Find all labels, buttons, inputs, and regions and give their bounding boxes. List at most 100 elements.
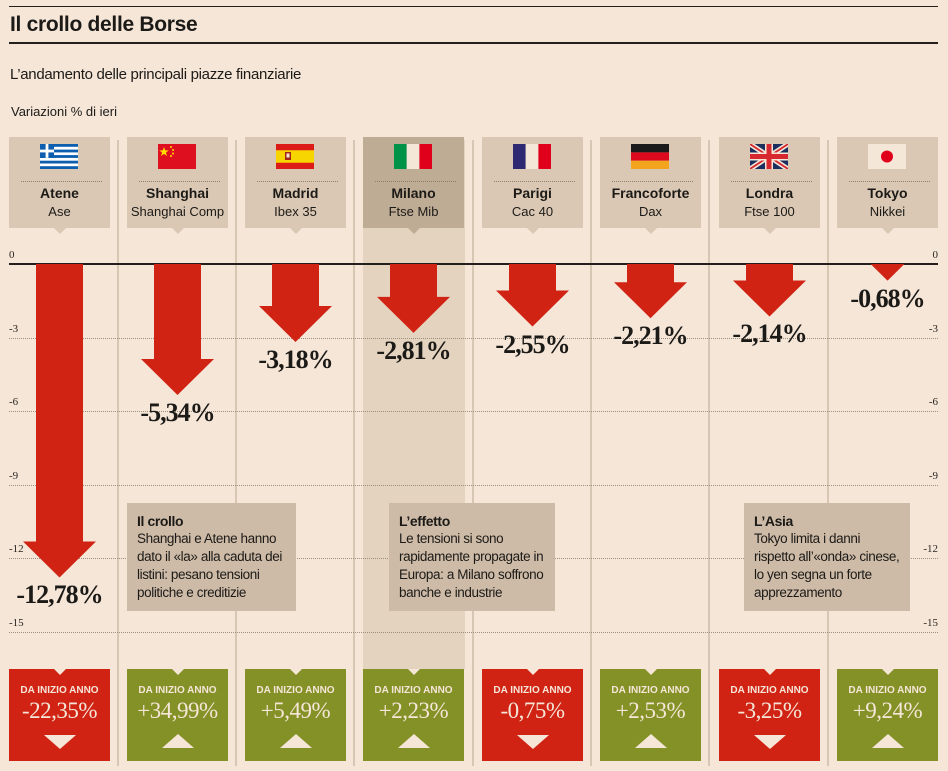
triangle-down-icon: [516, 735, 549, 749]
index-name: Nikkei: [869, 204, 906, 219]
column-separator: [235, 140, 237, 766]
ytd-label: DA INIZIO ANNO: [848, 685, 927, 696]
card-divider: [139, 181, 220, 182]
card-divider: [612, 181, 693, 182]
triangle-up-icon: [397, 734, 430, 748]
index-name: Ase: [48, 204, 71, 219]
card-divider: [257, 181, 338, 182]
card-divider: [375, 181, 456, 182]
city-name: Milano: [391, 185, 436, 201]
ytd-label: DA INIZIO ANNO: [493, 685, 572, 696]
y-tick-label: -15: [923, 616, 938, 629]
box-notch: [526, 669, 539, 675]
ytd-box-parigi: DA INIZIO ANNO -0,75%: [482, 669, 583, 761]
column-separator: [472, 140, 474, 766]
arrow-milano: [377, 264, 450, 333]
column-separator: [117, 140, 119, 766]
chart-title: Il crollo delle Borse: [10, 13, 198, 36]
card-divider: [494, 181, 575, 182]
index-name: Cac 40: [511, 204, 554, 219]
index-name: Shanghai Comp: [130, 204, 225, 219]
spain-flag-icon: [276, 144, 314, 169]
italy-flag-icon: [394, 144, 432, 169]
ytd-label: DA INIZIO ANNO: [374, 685, 453, 696]
triangle-up-icon: [279, 734, 312, 748]
y-tick-label: -15: [9, 616, 24, 629]
y-axis-caption: Variazioni % di ieri: [11, 104, 117, 119]
gridline: [9, 337, 938, 339]
title-rule: [9, 42, 938, 44]
ytd-box-francoforte: DA INIZIO ANNO +2,53%: [600, 669, 701, 761]
arrow-madrid: [259, 264, 332, 343]
city-name: Francoforte: [611, 185, 690, 201]
ytd-value: +34,99%: [137, 698, 218, 723]
column-separator: [590, 140, 592, 766]
box-notch: [644, 669, 657, 675]
market-card-madrid: Madrid Ibex 35: [245, 137, 346, 234]
value-label: -0,68%: [850, 283, 925, 313]
box-notch: [407, 669, 420, 675]
ytd-label: DA INIZIO ANNO: [730, 685, 809, 696]
germany-flag-icon: [631, 144, 669, 169]
triangle-up-icon: [871, 734, 904, 748]
value-label: -2,55%: [495, 329, 570, 359]
ytd-box-shanghai: DA INIZIO ANNO +34,99%: [127, 669, 228, 761]
top-rule: [9, 6, 938, 7]
ytd-box-madrid: DA INIZIO ANNO +5,49%: [245, 669, 346, 761]
y-tick-label: -6: [9, 396, 19, 409]
ytd-value: -0,75%: [500, 698, 565, 723]
box-notch: [289, 669, 302, 675]
note-lasia: L’Asia Tokyo limita i danni rispetto all…: [744, 503, 910, 611]
column-separator: [827, 140, 829, 766]
column-separator: [708, 140, 710, 766]
value-label: -3,18%: [258, 345, 333, 374]
index-name: Dax: [638, 204, 663, 219]
y-tick-label: 0: [9, 249, 15, 261]
index-name: Ftse 100: [744, 204, 795, 219]
ytd-box-londra: DA INIZIO ANNO -3,25%: [719, 669, 820, 761]
gridline: [9, 631, 938, 633]
ytd-box-tokyo: DA INIZIO ANNO +9,24%: [837, 669, 938, 761]
y-tick-label: -12: [923, 543, 938, 556]
city-name: Atene: [40, 185, 79, 201]
card-divider: [731, 181, 812, 182]
market-card-milano: Milano Ftse Mib: [363, 137, 464, 234]
y-tick-label: -3: [928, 322, 938, 335]
box-notch: [881, 669, 894, 675]
chart-subtitle: L’andamento delle principali piazze fina…: [10, 66, 302, 83]
triangle-up-icon: [634, 734, 667, 748]
card-divider: [849, 181, 930, 182]
ytd-value: +2,23%: [378, 698, 449, 723]
triangle-down-icon: [43, 735, 76, 749]
note-title: L’Asia: [754, 513, 793, 529]
y-tick-label: -9: [928, 469, 938, 482]
china-flag-icon: [158, 144, 196, 169]
city-name: Madrid: [272, 185, 319, 201]
card-divider: [21, 181, 102, 182]
box-notch: [53, 669, 66, 675]
market-card-tokyo: Tokyo Nikkei: [837, 137, 938, 234]
ytd-value: -3,25%: [737, 698, 802, 723]
ytd-label: DA INIZIO ANNO: [138, 685, 217, 696]
city-name: Parigi: [513, 185, 552, 201]
box-notch: [171, 669, 184, 675]
value-label: -2,14%: [732, 319, 807, 349]
note-il-crollo: Il crollo Shanghai e Atene hanno dato il…: [127, 503, 296, 611]
ytd-box-milano: DA INIZIO ANNO +2,23%: [363, 669, 464, 761]
gridline: [9, 484, 938, 486]
value-label: -2,21%: [613, 321, 688, 351]
y-tick-label: -6: [928, 396, 938, 409]
column-separator: [353, 140, 355, 766]
ytd-value: +9,24%: [852, 698, 923, 723]
note-text: Le tensioni si sono rapidamente propagat…: [399, 531, 544, 600]
ytd-value: +2,53%: [615, 698, 686, 723]
arrow-londra: [733, 264, 806, 317]
greece-flag-icon: [40, 144, 78, 169]
gridline: [9, 411, 938, 413]
index-name: Ftse Mib: [388, 204, 439, 219]
city-name: Shanghai: [145, 185, 209, 201]
ytd-value: +5,49%: [260, 698, 331, 723]
zero-line: [9, 263, 938, 265]
arrow-atene: [23, 264, 96, 578]
